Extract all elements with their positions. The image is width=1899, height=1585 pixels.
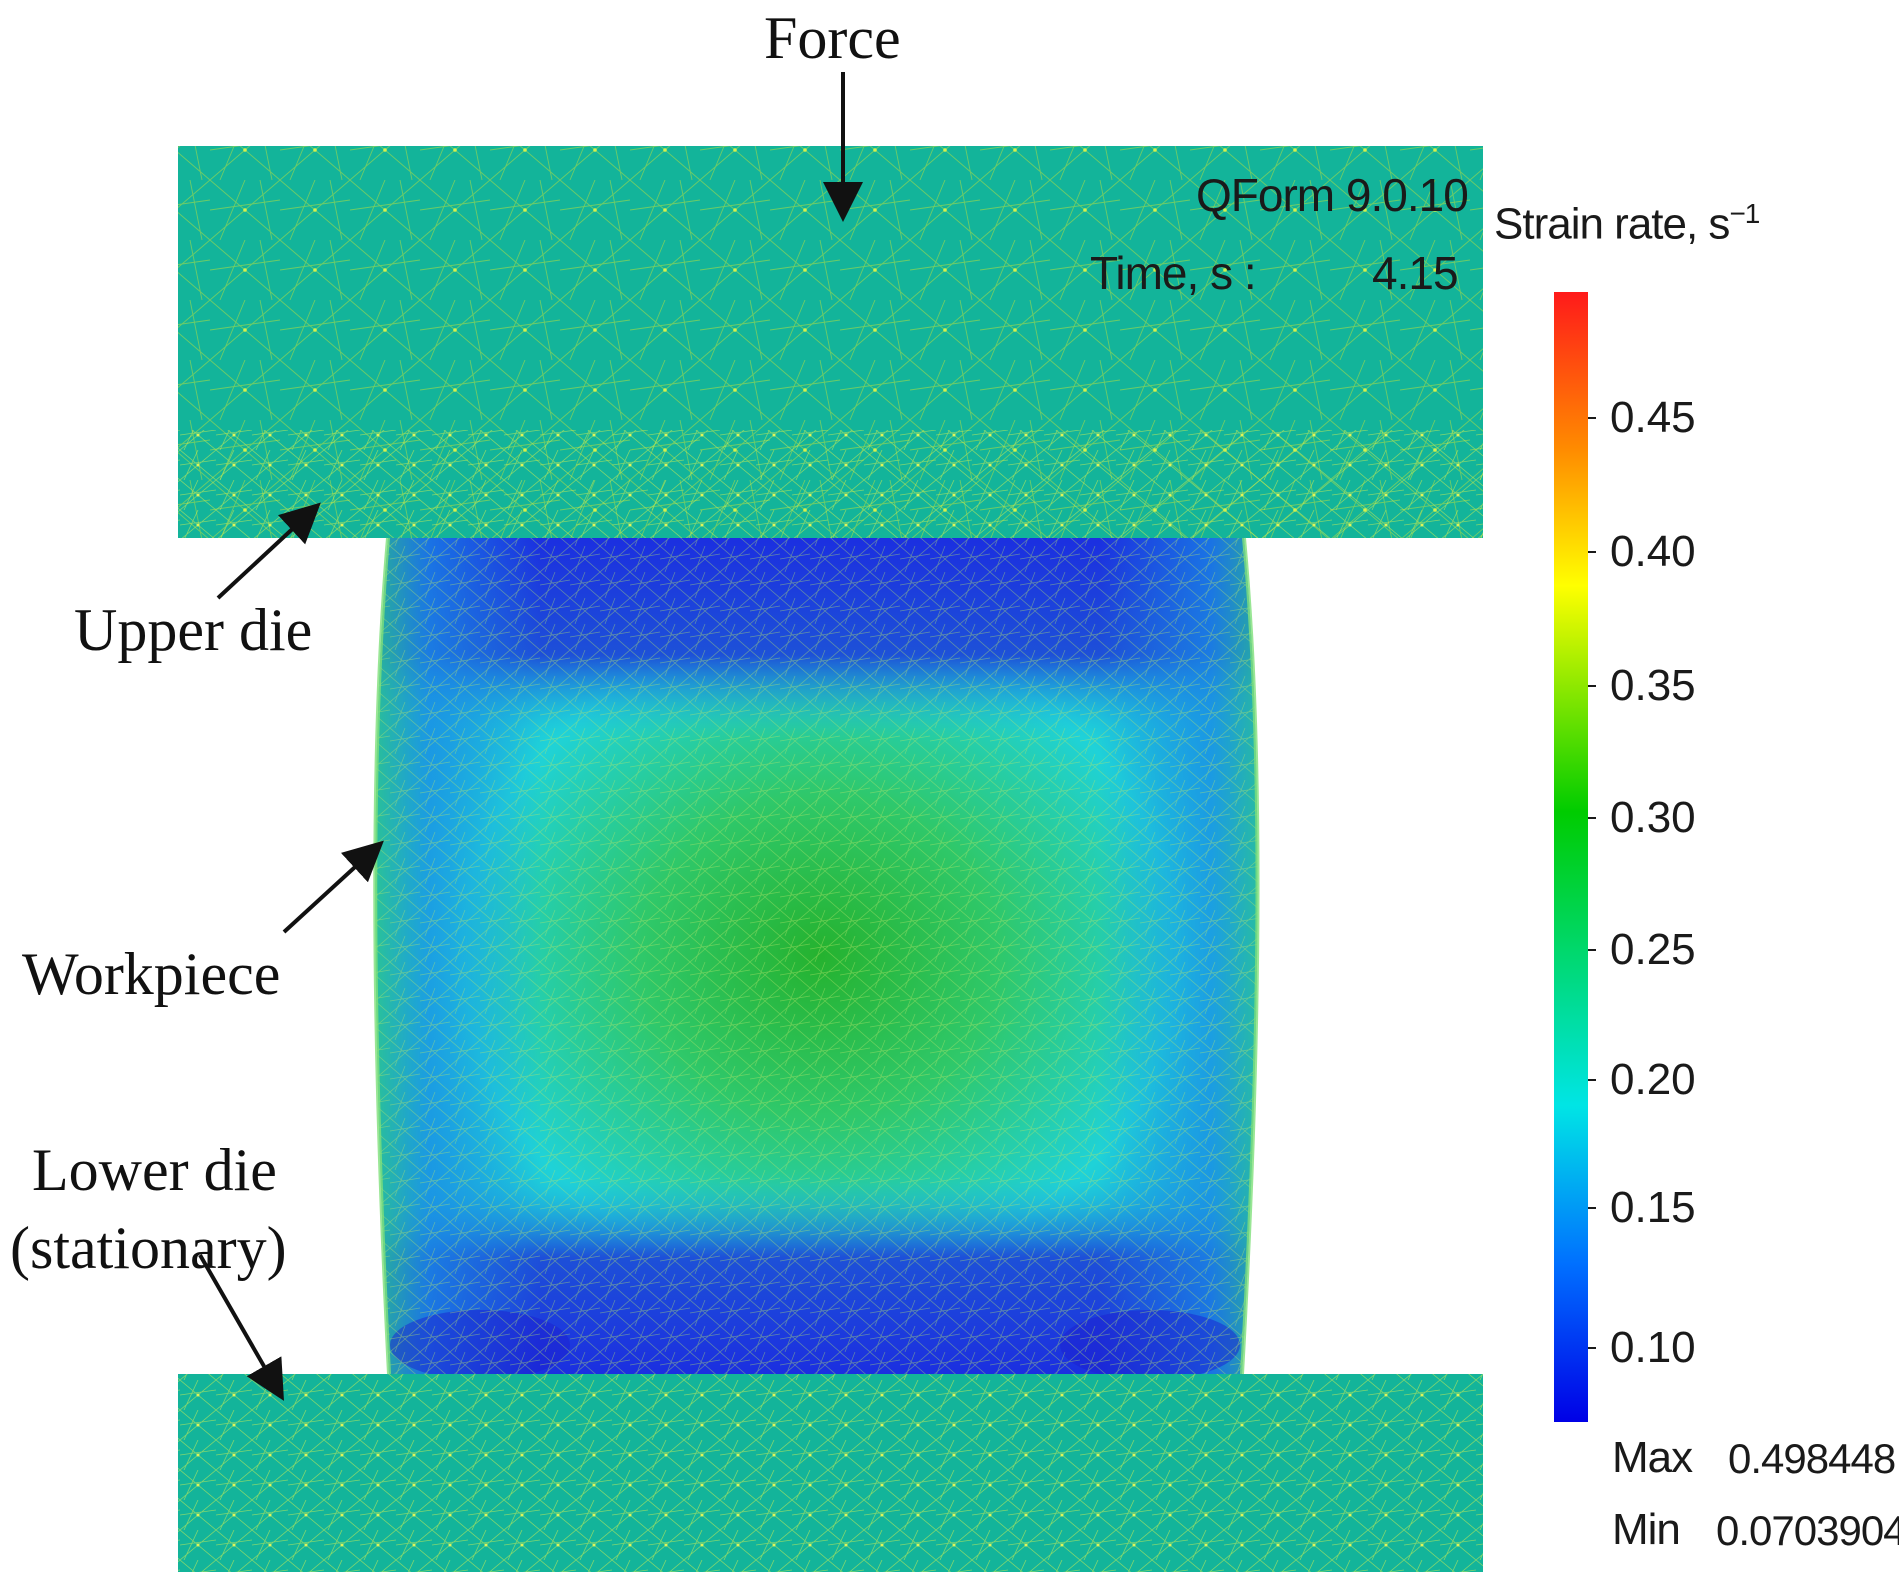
legend-tick-label: 0.40 [1610,527,1696,576]
legend-tick-label: 0.30 [1610,793,1696,842]
legend-tick-label: 0.15 [1610,1183,1696,1232]
legend-max-label: Max [1612,1433,1693,1482]
lower-die-label: Lower die [32,1137,277,1203]
legend-tick-label: 0.25 [1610,925,1696,974]
upper-die-arrow [216,502,321,600]
workpiece-label: Workpiece [22,941,281,1007]
lower-die-arrow [198,1254,284,1401]
workpiece [375,538,1258,1374]
legend-tick-marks [1588,417,1596,1349]
legend-title-superscript: −1 [1729,198,1760,229]
workpiece-left-edge [373,537,391,1375]
workpiece-right-edge [1240,537,1260,1375]
workpiece-arrow [282,840,384,934]
legend-tick-label: 0.35 [1610,661,1696,710]
legend-tick-label: 0.45 [1610,393,1696,442]
legend-tick-label: 0.20 [1610,1055,1696,1104]
legend-title: Strain rate, s−1 [1494,198,1760,249]
legend-min-value: 0.0703904 [1716,1507,1899,1554]
lower-die-sublabel: (stationary) [10,1215,287,1281]
legend-tick-label: 0.10 [1610,1323,1696,1372]
legend-min-label: Min [1612,1505,1681,1554]
software-version: QForm 9.0.10 [1196,169,1469,221]
time-label: Time, s : [1090,247,1257,299]
lower-die [178,1374,1483,1572]
legend-title-text: Strain rate, s [1494,199,1730,249]
legend-max-value: 0.498448 [1728,1435,1896,1482]
legend-colorbar [1554,292,1588,1422]
upper-die-label: Upper die [74,597,313,663]
time-value: 4.15 [1372,247,1459,299]
force-label: Force [764,5,901,71]
